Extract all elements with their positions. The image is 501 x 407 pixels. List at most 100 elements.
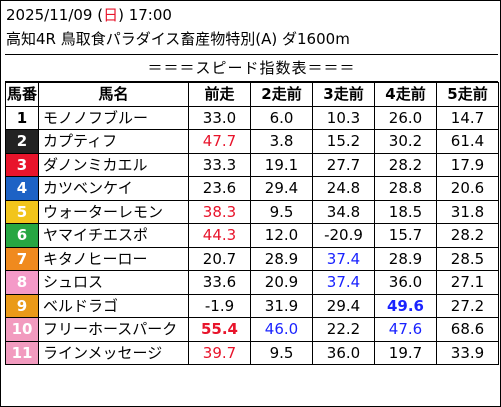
speed-index-value: 28.5 — [436, 246, 499, 271]
speed-index-value: 46.0 — [250, 317, 313, 342]
header-row: 馬番 馬名 前走 2走前 3走前 4走前 5走前 — [5, 82, 499, 107]
horse-name: カツベンケイ — [38, 176, 189, 201]
speed-index-value: 36.0 — [374, 270, 437, 295]
speed-index-value: 36.0 — [312, 340, 375, 365]
speed-index-value: 34.8 — [312, 199, 375, 224]
horse-name: フリーホースパーク — [38, 317, 189, 342]
speed-index-value: 55.4 — [188, 317, 251, 342]
speed-index-value: -1.9 — [188, 293, 251, 318]
time-label: ) 17:00 — [118, 6, 172, 24]
speed-index-value: 10.3 — [312, 105, 375, 130]
table-row: 9 ベルドラゴ -1.9 31.9 29.4 49.6 27.2 — [5, 293, 499, 318]
speed-index-value: 29.4 — [312, 293, 375, 318]
speed-index-value: 27.2 — [436, 293, 499, 318]
horse-number: 11 — [5, 340, 39, 365]
speed-index-value: 30.2 — [374, 129, 437, 154]
table-row: 3 ダノンミカエル 33.3 19.1 27.7 28.2 17.9 — [5, 152, 499, 177]
horse-name: ヤマイチエスポ — [38, 223, 189, 248]
horse-number: 8 — [5, 270, 39, 295]
table-row: 11 ラインメッセージ 39.7 9.5 36.0 19.7 33.9 — [5, 340, 499, 365]
table-row: 6 ヤマイチエスポ 44.3 12.0 -20.9 15.7 28.2 — [5, 223, 499, 248]
speed-index-value: 31.9 — [250, 293, 313, 318]
col-header-5-ago: 5走前 — [436, 82, 499, 107]
speed-index-value: 12.0 — [250, 223, 313, 248]
speed-index-value: 24.8 — [312, 176, 375, 201]
weekday-label: 日 — [103, 6, 119, 24]
horse-name: キタノヒーロー — [38, 246, 189, 271]
col-header-last: 前走 — [188, 82, 251, 107]
speed-index-value: 44.3 — [188, 223, 251, 248]
speed-index-value: 9.5 — [250, 340, 313, 365]
speed-index-value: 37.4 — [312, 270, 375, 295]
horse-number: 7 — [5, 246, 39, 271]
speed-index-value: 33.9 — [436, 340, 499, 365]
speed-index-value: 3.8 — [250, 129, 313, 154]
speed-index-value: 20.7 — [188, 246, 251, 271]
race-title: 高知4R 鳥取食パラダイス畜産物特別(A) ダ1600m — [6, 30, 350, 48]
horse-number: 5 — [5, 199, 39, 224]
speed-index-value: 33.6 — [188, 270, 251, 295]
speed-index-table: 馬番 馬名 前走 2走前 3走前 4走前 5走前 1 モノノフブルー 33.0 6.0… — [5, 82, 499, 365]
table-row: 8 シュロス 33.6 20.9 37.4 36.0 27.1 — [5, 270, 499, 295]
horse-name: ベルドラゴ — [38, 293, 189, 318]
speed-index-value: 47.7 — [188, 129, 251, 154]
speed-index-value: 6.0 — [250, 105, 313, 130]
speed-index-value: 14.7 — [436, 105, 499, 130]
horse-name: カプティフ — [38, 129, 189, 154]
speed-index-value: 22.2 — [312, 317, 375, 342]
horse-number: 10 — [5, 317, 39, 342]
table-banner: ＝＝＝スピード指数表＝＝＝ — [5, 54, 498, 82]
speed-index-value: 20.6 — [436, 176, 499, 201]
speed-index-value: 68.6 — [436, 317, 499, 342]
speed-index-value: 23.6 — [188, 176, 251, 201]
speed-index-value: 28.2 — [436, 223, 499, 248]
col-header-number: 馬番 — [5, 82, 39, 107]
speed-index-value: 15.7 — [374, 223, 437, 248]
speed-index-value: 27.1 — [436, 270, 499, 295]
speed-index-value: 29.4 — [250, 176, 313, 201]
speed-index-value: 19.7 — [374, 340, 437, 365]
speed-index-value: 9.5 — [250, 199, 313, 224]
speed-index-value: 31.8 — [436, 199, 499, 224]
speed-index-value: 19.1 — [250, 152, 313, 177]
speed-index-value: 47.6 — [374, 317, 437, 342]
speed-index-value: 33.3 — [188, 152, 251, 177]
speed-index-value: 28.2 — [374, 152, 437, 177]
horse-number: 9 — [5, 293, 39, 318]
speed-index-value: 28.9 — [374, 246, 437, 271]
col-header-2-ago: 2走前 — [250, 82, 313, 107]
speed-index-value: -20.9 — [312, 223, 375, 248]
race-datetime: 2025/11/09 (日) 17:00 — [6, 6, 172, 24]
table-row: 1 モノノフブルー 33.0 6.0 10.3 26.0 14.7 — [5, 105, 499, 130]
table-row: 10 フリーホースパーク 55.4 46.0 22.2 47.6 68.6 — [5, 317, 499, 342]
table-row: 2 カプティフ 47.7 3.8 15.2 30.2 61.4 — [5, 129, 499, 154]
date-prefix: 2025/11/09 ( — [6, 6, 104, 24]
speed-index-value: 39.7 — [188, 340, 251, 365]
horse-number: 3 — [5, 152, 39, 177]
speed-index-value: 17.9 — [436, 152, 499, 177]
speed-index-value: 28.8 — [374, 176, 437, 201]
speed-index-value: 27.7 — [312, 152, 375, 177]
horse-name: シュロス — [38, 270, 189, 295]
speed-index-value: 37.4 — [312, 246, 375, 271]
speed-index-value: 33.0 — [188, 105, 251, 130]
speed-index-value: 28.9 — [250, 246, 313, 271]
speed-index-value: 20.9 — [250, 270, 313, 295]
speed-index-value: 18.5 — [374, 199, 437, 224]
horse-name: ダノンミカエル — [38, 152, 189, 177]
horse-number: 6 — [5, 223, 39, 248]
table-row: 4 カツベンケイ 23.6 29.4 24.8 28.8 20.6 — [5, 176, 499, 201]
col-header-3-ago: 3走前 — [312, 82, 375, 107]
col-header-name: 馬名 — [38, 82, 189, 107]
horse-number: 1 — [5, 105, 39, 130]
table-row: 7 キタノヒーロー 20.7 28.9 37.4 28.9 28.5 — [5, 246, 499, 271]
horse-name: モノノフブルー — [38, 105, 189, 130]
speed-index-value: 61.4 — [436, 129, 499, 154]
horse-name: ウォーターレモン — [38, 199, 189, 224]
horse-number: 4 — [5, 176, 39, 201]
speed-index-value: 15.2 — [312, 129, 375, 154]
horse-name: ラインメッセージ — [38, 340, 189, 365]
table-row: 5 ウォーターレモン 38.3 9.5 34.8 18.5 31.8 — [5, 199, 499, 224]
horse-number: 2 — [5, 129, 39, 154]
